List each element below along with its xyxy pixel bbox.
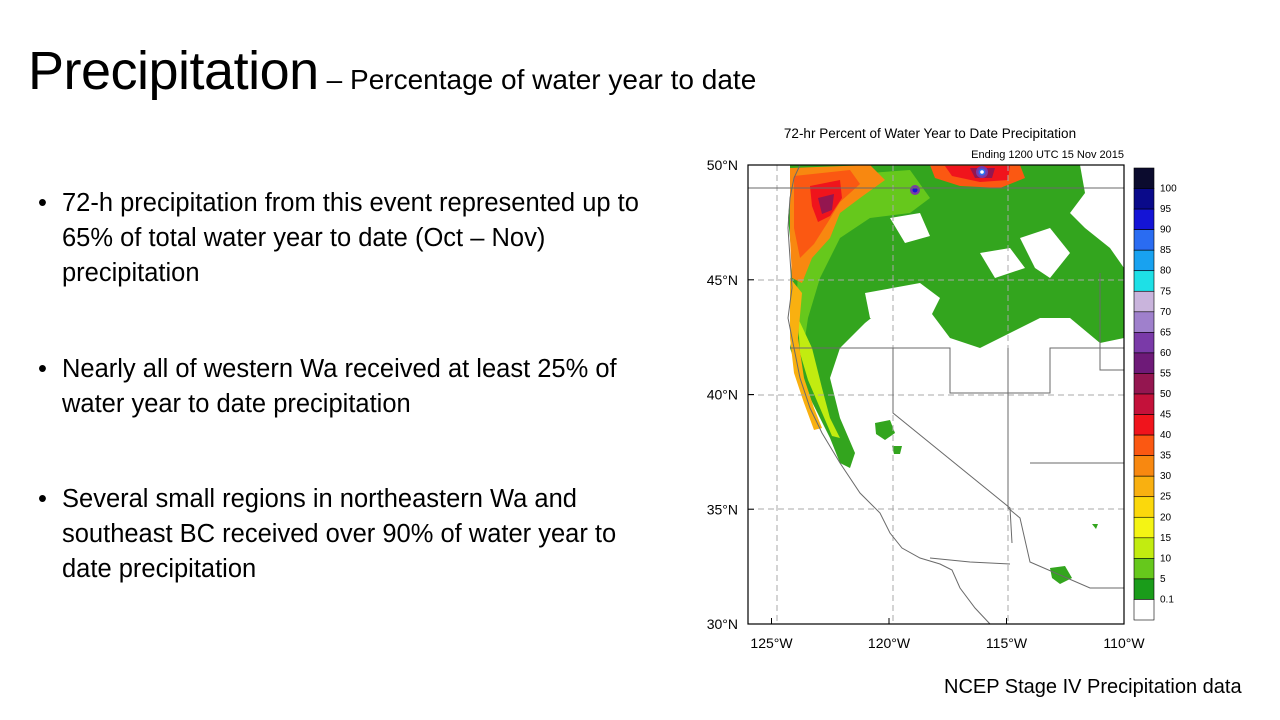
colorbar-swatch [1133, 393, 1155, 415]
map-subtitle: Ending 1200 UTC 15 Nov 2015 [971, 149, 1124, 161]
colorbar-label: 55 [1160, 368, 1172, 379]
colorbar-label: 95 [1160, 204, 1172, 215]
bullet-item: Several small regions in northeastern Wa… [38, 482, 658, 587]
colorbar-swatch [1133, 455, 1155, 477]
lat-tick-label: 35°N [707, 501, 738, 517]
lon-tick-label: 115°W [986, 635, 1028, 651]
colorbar-label: 40 [1160, 430, 1172, 441]
bullet-item: 72-h precipitation from this event repre… [38, 186, 658, 291]
colorbar-swatch [1133, 475, 1155, 498]
colorbar-swatch [1133, 229, 1155, 251]
data-source-credit: NCEP Stage IV Precipitation data [944, 676, 1242, 698]
lon-tick-labels: 125°W 120°W 115°W 110°W [750, 618, 1145, 651]
lat-tick-label: 30°N [707, 616, 738, 632]
slide-title: Precipitation – Percentage of water year … [28, 40, 756, 102]
colorbar-swatch [1133, 332, 1155, 354]
title-main: Precipitation [28, 41, 319, 101]
map-grid [748, 165, 1124, 624]
colorbar-label: 35 [1160, 451, 1172, 462]
colorbar-label: 65 [1160, 327, 1172, 338]
colorbar-swatch [1133, 270, 1155, 292]
colorbar-label: 90 [1160, 225, 1172, 236]
colorbar-swatch [1133, 558, 1155, 580]
colorbar-label: 5 [1160, 574, 1166, 585]
colorbar-label: 100 [1160, 184, 1177, 195]
colorbar-swatch [1133, 188, 1155, 210]
colorbar-label: 50 [1160, 389, 1172, 400]
colorbar-label: 10 [1160, 553, 1172, 564]
map-plot-area [747, 164, 1125, 625]
colorbar-swatch [1133, 578, 1155, 600]
precip-fill-layer [788, 165, 1124, 584]
lat-tick-label: 50°N [707, 157, 738, 173]
colorbar-swatch [1133, 516, 1155, 539]
title-subtitle: – Percentage of water year to date [326, 64, 757, 95]
colorbar-swatch [1133, 167, 1155, 189]
lat-tick-label: 40°N [707, 387, 738, 403]
colorbar-label: 45 [1160, 410, 1172, 421]
colorbar-label: 80 [1160, 266, 1172, 277]
colorbar-swatch [1133, 311, 1155, 333]
map-title: 72-hr Percent of Water Year to Date Prec… [784, 126, 1076, 141]
colorbar-label: 20 [1160, 512, 1172, 523]
lat-tick-labels: 50°N 45°N 40°N 35°N 30°N [707, 157, 754, 632]
colorbar-label: 75 [1160, 286, 1172, 297]
colorbar-swatch [1133, 434, 1155, 456]
precipitation-map-figure: 72-hr Percent of Water Year to Date Prec… [707, 126, 1177, 651]
colorbar-label: 15 [1160, 533, 1172, 544]
colorbar-label: 60 [1160, 348, 1172, 359]
colorbar-swatch [1133, 208, 1155, 230]
colorbar-label: 70 [1160, 307, 1172, 318]
colorbar-swatch [1133, 537, 1155, 559]
colorbar-label: 30 [1160, 471, 1172, 482]
colorbar-swatch [1133, 414, 1155, 436]
lat-tick-label: 45°N [707, 272, 738, 288]
colorbar-swatch [1133, 249, 1155, 272]
colorbar-label: 0.1 [1160, 594, 1174, 605]
lon-tick-label: 125°W [750, 635, 793, 651]
colorbar-swatch [1133, 352, 1155, 374]
colorbar-label: 25 [1160, 492, 1172, 503]
colorbar-swatch [1133, 599, 1155, 621]
map-borders [748, 164, 1124, 625]
bullet-item: Nearly all of western Wa received at lea… [38, 352, 658, 422]
lon-tick-label: 110°W [1103, 635, 1145, 651]
lon-tick-label: 120°W [868, 635, 911, 651]
colorbar-swatch [1133, 496, 1155, 518]
colorbar-label: 85 [1160, 245, 1172, 256]
colorbar-swatch [1133, 290, 1155, 313]
colorbar: 100 95 90 85 80 75 70 65 60 55 50 45 40 35 30 25 20 15 10 5… [1133, 167, 1177, 621]
colorbar-swatch [1133, 373, 1155, 395]
